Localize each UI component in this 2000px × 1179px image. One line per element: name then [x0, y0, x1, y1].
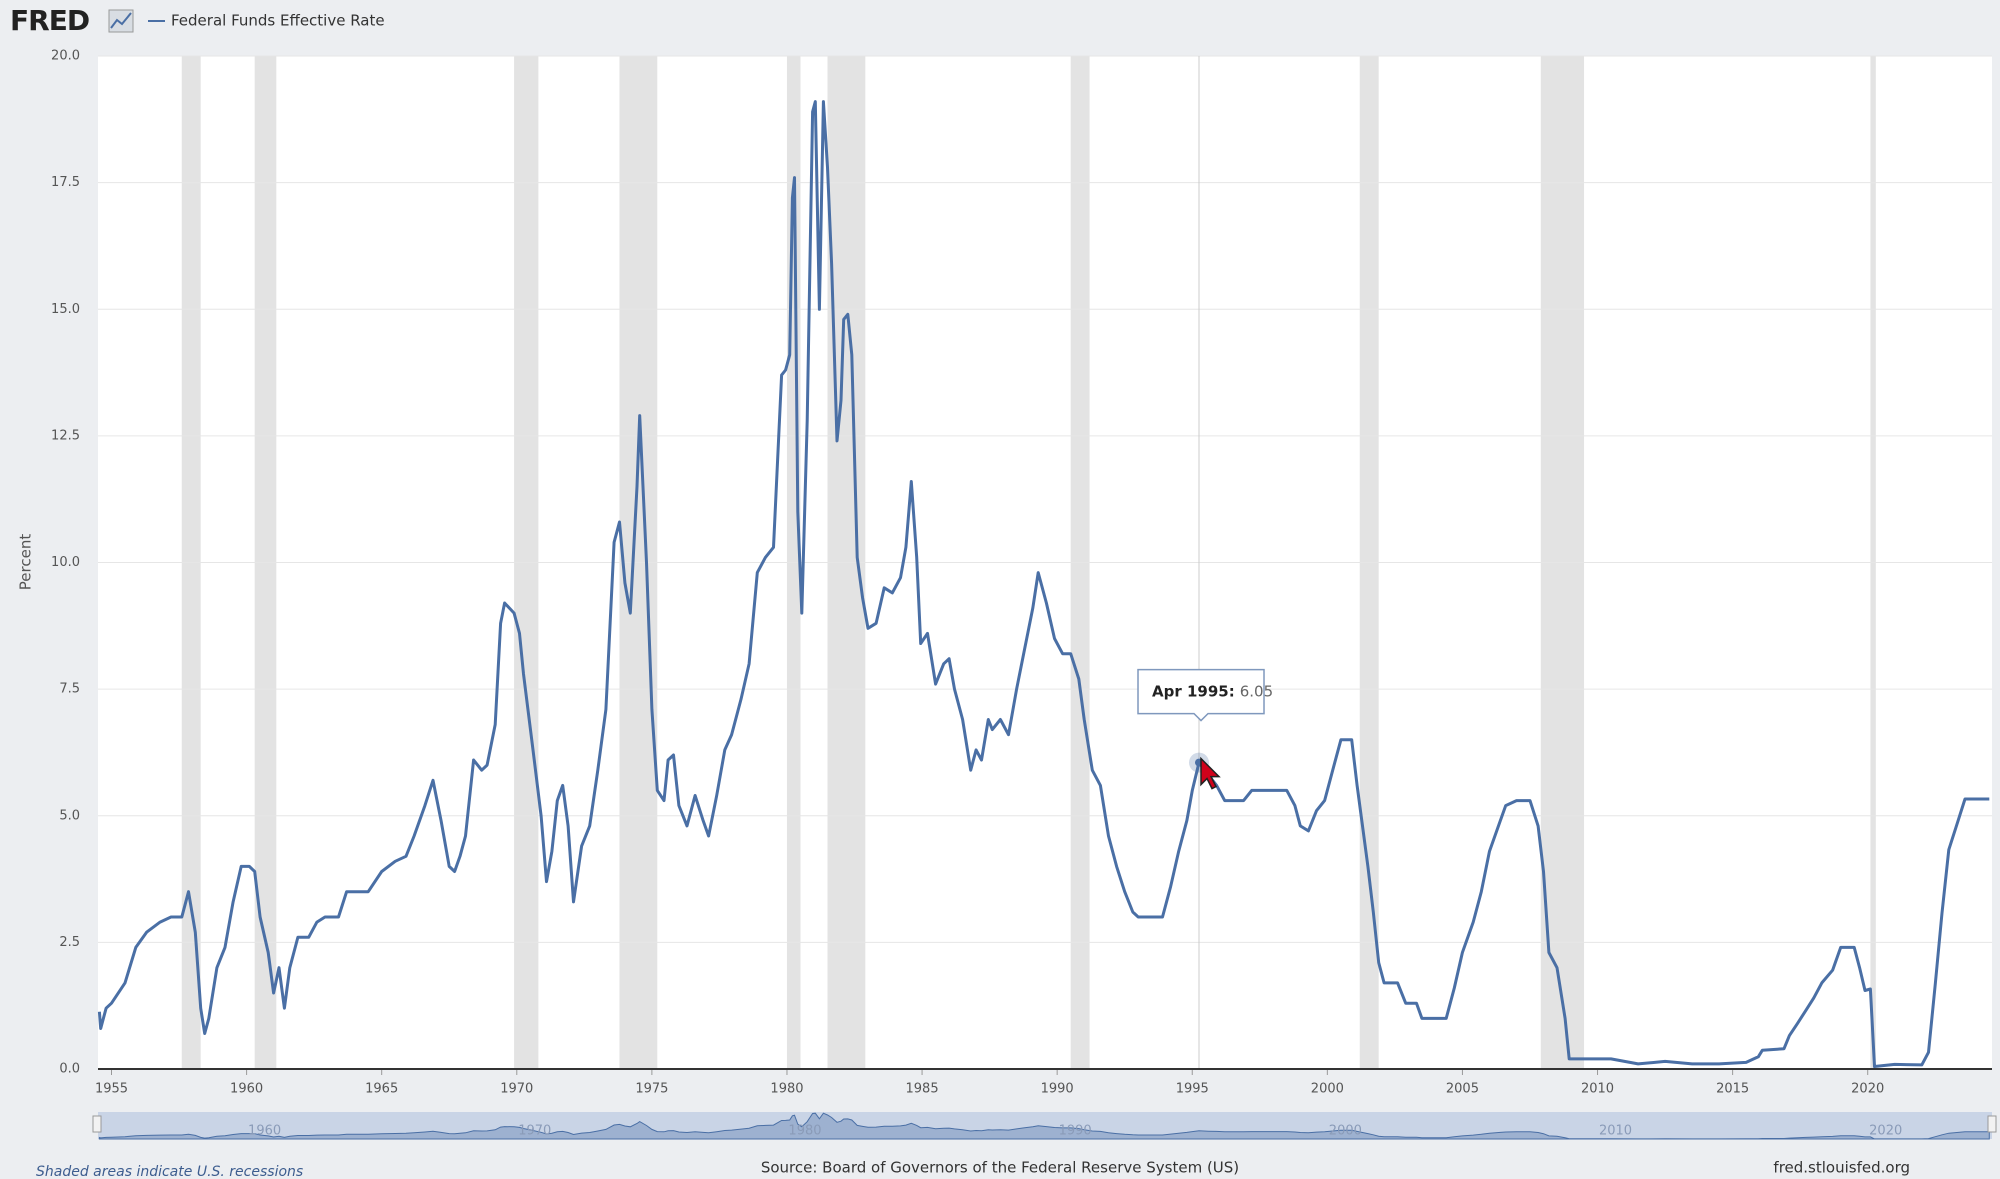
x-tick-label: 2015 [1716, 1082, 1749, 1097]
navigator-tick-label: 2000 [1329, 1124, 1362, 1139]
tooltip-value: 6.05 [1240, 682, 1273, 700]
tooltip-label: Apr 1995: [1152, 682, 1235, 700]
x-tick-label: 1990 [1041, 1082, 1074, 1097]
tooltip-box [1137, 668, 1265, 722]
x-tick-label: 2010 [1581, 1082, 1614, 1097]
x-tick-label: 1955 [95, 1082, 128, 1097]
y-tick-label: 2.5 [59, 935, 80, 950]
navigator-tick-label: 1990 [1059, 1124, 1092, 1139]
y-tick-label: 10.0 [51, 555, 80, 570]
navigator-line [98, 1112, 1990, 1140]
x-tick-label: 2000 [1311, 1082, 1344, 1097]
tooltip-text: Apr 1995: 6.05 [1152, 682, 1273, 700]
y-tick-label: 0.0 [59, 1062, 80, 1077]
x-tick-label: 2020 [1851, 1082, 1884, 1097]
data-line [97, 100, 1990, 1068]
x-tick-label: 2005 [1446, 1082, 1479, 1097]
navigator-bg [98, 1112, 1992, 1139]
navigator-tick-label: 2010 [1599, 1124, 1632, 1139]
x-tick-label: 1995 [1176, 1082, 1209, 1097]
navigator-handle-right[interactable] [1987, 1115, 1997, 1133]
y-axis-label: Percent [17, 534, 35, 591]
logo: FRED [10, 4, 89, 37]
y-tick-label: 7.5 [59, 682, 80, 697]
navigator-tick-label: 2020 [1869, 1124, 1902, 1139]
y-tick-label: 12.5 [51, 428, 80, 443]
navigator-tick-label: 1980 [788, 1124, 821, 1139]
x-tick-label: 1980 [770, 1082, 803, 1097]
x-tick-label: 1975 [635, 1082, 668, 1097]
logo-icon [108, 9, 134, 33]
x-tick-label: 1970 [500, 1082, 533, 1097]
source: Source: Board of Governors of the Federa… [761, 1159, 1239, 1177]
x-tick-label: 1965 [365, 1082, 398, 1097]
navigator-tick-label: 1960 [248, 1124, 281, 1139]
navigator-handle-left[interactable] [92, 1115, 102, 1133]
x-tick-label: 1960 [230, 1082, 263, 1097]
y-tick-label: 17.5 [51, 175, 80, 190]
recession-note: Shaded areas indicate U.S. recessions [36, 1164, 303, 1179]
legend-label: Federal Funds Effective Rate [171, 12, 385, 30]
cursor [1200, 756, 1221, 790]
x-tick-label: 1985 [906, 1082, 939, 1097]
site: fred.stlouisfed.org [1773, 1159, 1910, 1177]
y-tick-label: 15.0 [51, 302, 80, 317]
y-tick-label: 20.0 [51, 49, 80, 64]
navigator-tick-label: 1970 [518, 1124, 551, 1139]
y-tick-label: 5.0 [59, 808, 80, 823]
